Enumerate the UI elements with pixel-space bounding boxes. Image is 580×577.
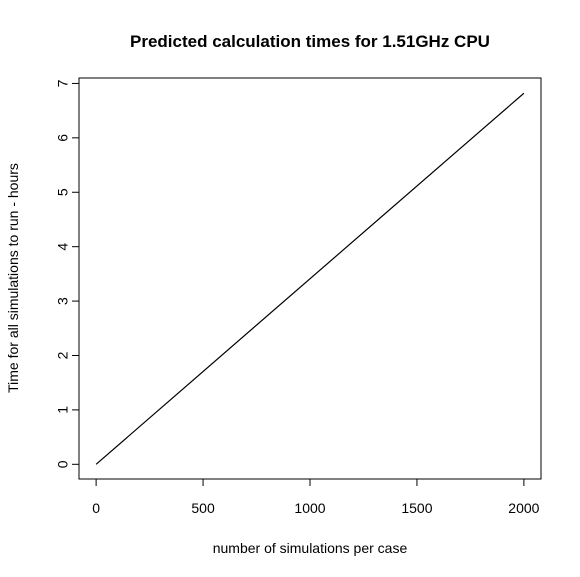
y-tick-label: 4 — [55, 243, 71, 251]
y-tick-label: 7 — [55, 79, 71, 87]
y-tick-label: 1 — [55, 406, 71, 414]
x-tick-label: 1000 — [294, 500, 325, 516]
series-line — [95, 92, 525, 465]
y-tick-label: 5 — [55, 188, 71, 196]
x-tick-label: 500 — [191, 500, 215, 516]
x-tick-label: 1500 — [401, 500, 432, 516]
series-layer — [95, 92, 525, 465]
y-axis: 0 1 2 3 4 5 6 7 — [55, 79, 80, 468]
x-tick-label: 0 — [92, 500, 100, 516]
y-tick-label: 6 — [55, 134, 71, 142]
x-axis: 0 500 1000 1500 2000 — [92, 478, 540, 516]
y-tick-label: 0 — [55, 460, 71, 468]
x-axis-label: number of simulations per case — [213, 540, 408, 556]
x-tick-label: 2000 — [508, 500, 539, 516]
y-tick-label: 3 — [55, 297, 71, 305]
y-axis-label: Time for all simulations to run - hours — [5, 163, 21, 393]
chart-title: Predicted calculation times for 1.51GHz … — [130, 32, 490, 51]
y-tick-label: 2 — [55, 351, 71, 359]
